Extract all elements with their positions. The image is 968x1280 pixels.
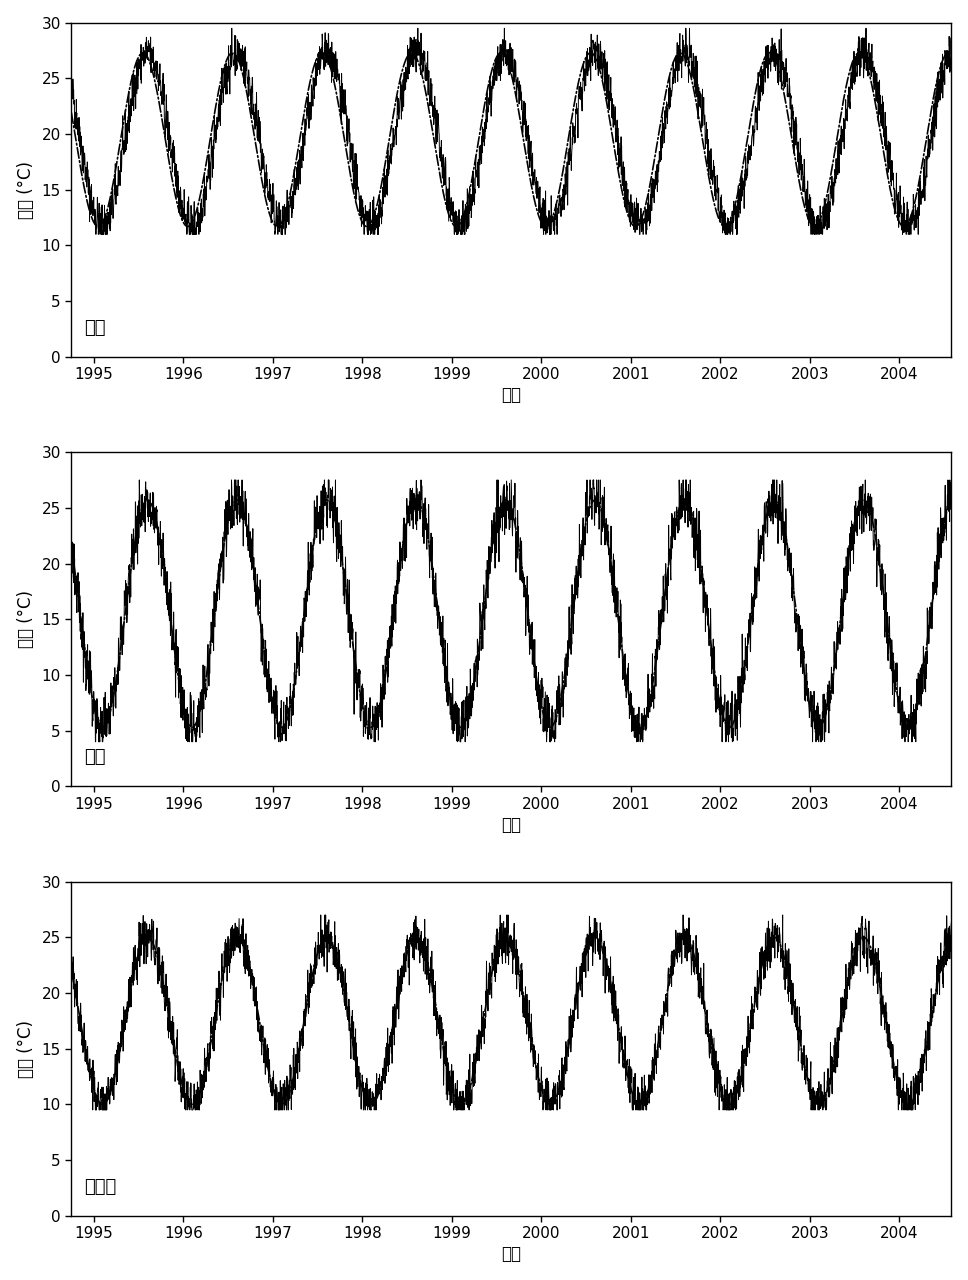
X-axis label: 연도: 연도 bbox=[501, 387, 522, 404]
Text: 제주: 제주 bbox=[84, 319, 106, 337]
X-axis label: 연도: 연도 bbox=[501, 815, 522, 833]
X-axis label: 연도: 연도 bbox=[501, 1245, 522, 1263]
Y-axis label: 수온 (°C): 수온 (°C) bbox=[16, 161, 35, 219]
Text: 가덕도: 가덕도 bbox=[84, 1178, 117, 1196]
Y-axis label: 수온 (°C): 수온 (°C) bbox=[16, 590, 35, 648]
Y-axis label: 수온 (°C): 수온 (°C) bbox=[16, 1020, 35, 1078]
Text: 여수: 여수 bbox=[84, 749, 106, 767]
